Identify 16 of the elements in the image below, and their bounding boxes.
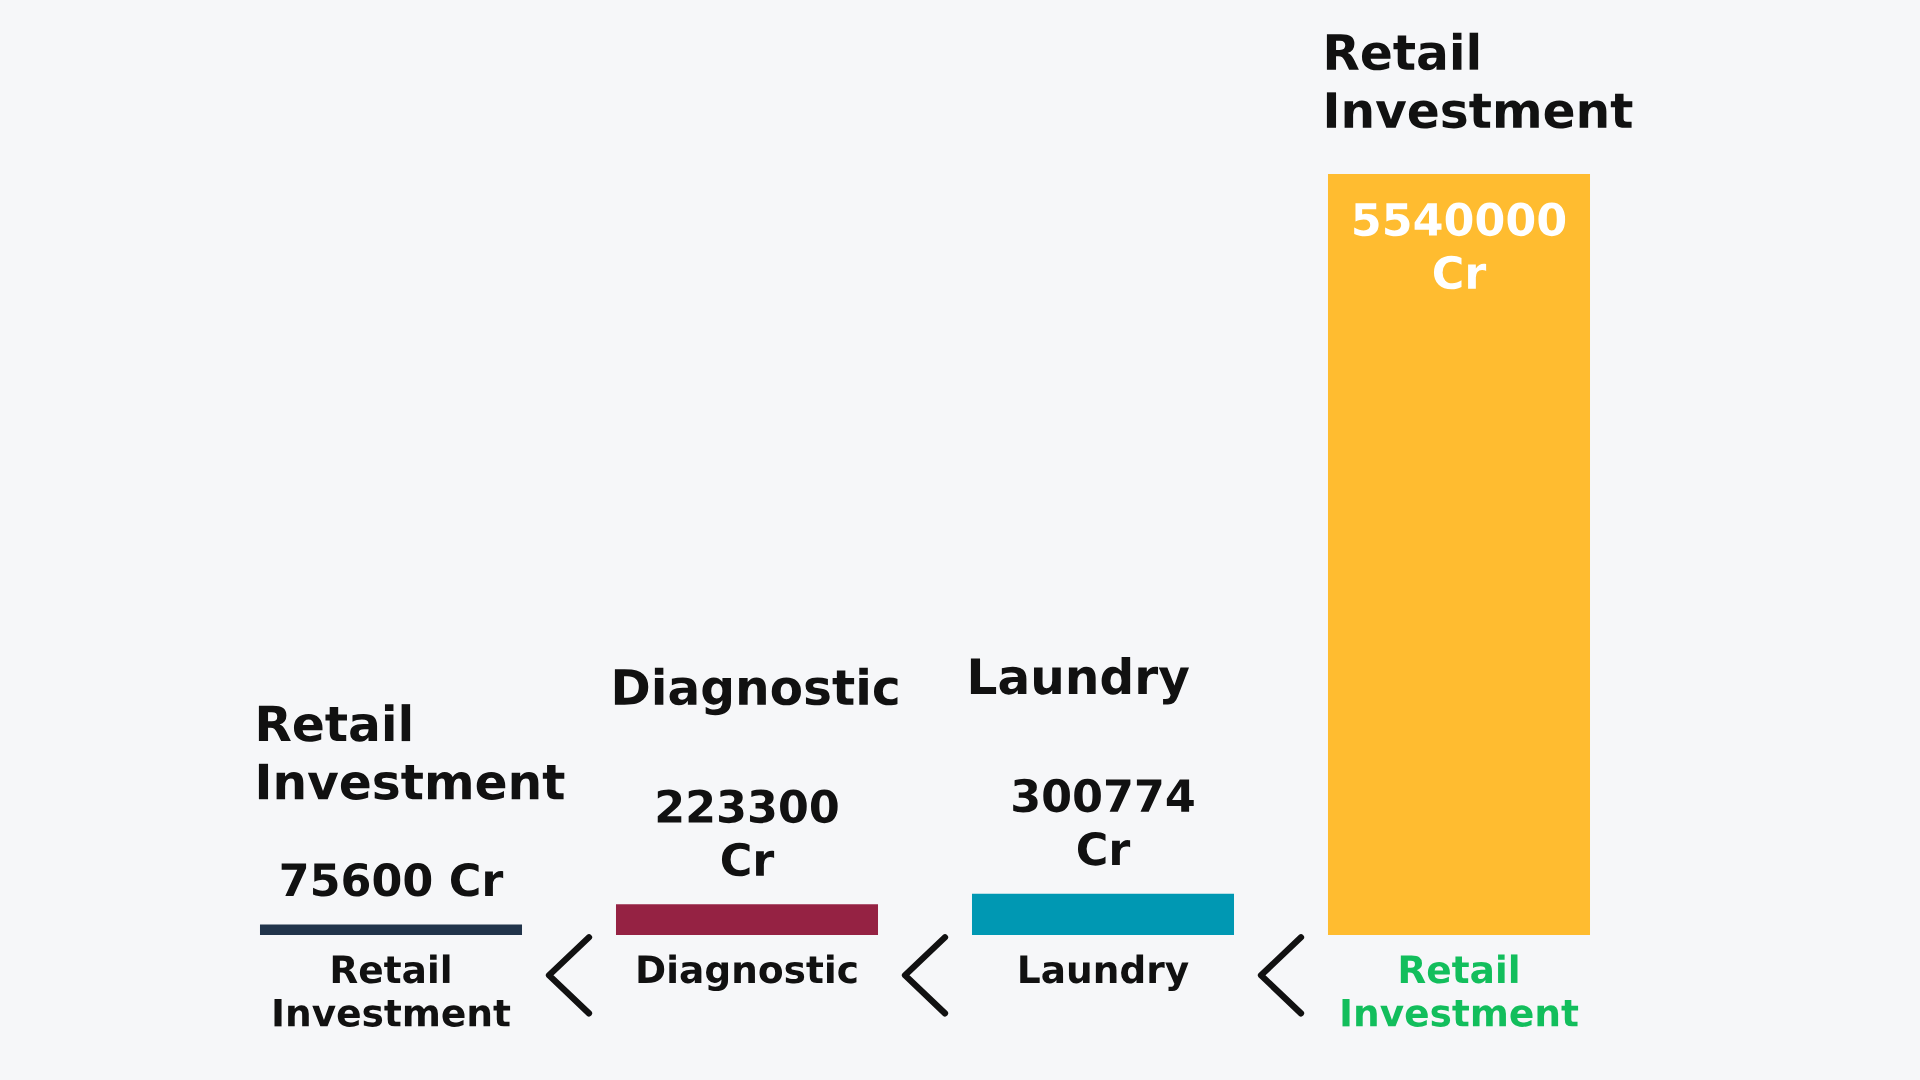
bar bbox=[259, 924, 523, 935]
x-tick-label: Laundry bbox=[1020, 954, 1189, 992]
data-label: 223300 Cr bbox=[657, 789, 838, 877]
bar bbox=[971, 893, 1235, 935]
bar bbox=[1327, 174, 1591, 935]
x-tick-label: Retail Investment bbox=[1342, 954, 1579, 1027]
data-label: 5540000 Cr bbox=[1354, 202, 1566, 290]
annotation: Laundry bbox=[970, 657, 1190, 705]
data-label: 300774 Cr bbox=[1013, 778, 1194, 866]
annotation: Diagnostic bbox=[614, 667, 898, 716]
x-tick-label: Diagnostic bbox=[638, 954, 857, 992]
x-tick-label: Retail Investment bbox=[274, 954, 511, 1027]
data-label: 75600 Cr bbox=[281, 862, 504, 897]
text: Retail Investment bbox=[1326, 32, 1633, 129]
bar bbox=[615, 904, 879, 935]
annotation: Retail Investment bbox=[258, 704, 565, 800]
